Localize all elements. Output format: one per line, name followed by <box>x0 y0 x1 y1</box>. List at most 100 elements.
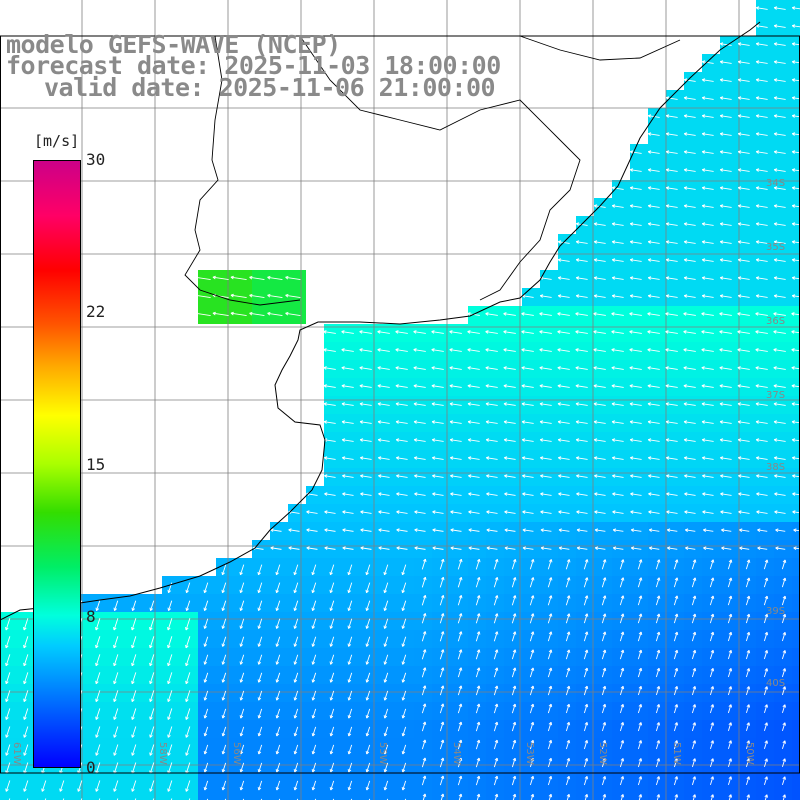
wind-arrow-head <box>602 722 606 725</box>
wind-arrow <box>486 421 498 424</box>
wind-arrow-head <box>647 187 651 190</box>
wind-arrow-head <box>719 223 723 226</box>
wind-arrow <box>612 295 624 298</box>
wind-arrow-head <box>240 697 244 701</box>
wind-arrow <box>684 151 696 154</box>
wind-cell <box>126 792 144 800</box>
wind-arrow <box>240 636 245 647</box>
wind-arrow-head <box>41 789 45 792</box>
wind-arrow <box>511 595 516 606</box>
wind-arrow <box>384 564 389 575</box>
wind-arrow-head <box>540 457 543 460</box>
wind-arrow-head <box>204 608 207 611</box>
wind-arrow <box>792 421 800 424</box>
wind-arrow <box>402 600 407 611</box>
wind-arrow-head <box>485 421 489 424</box>
wind-arrow-head <box>647 115 651 118</box>
wind-arrow <box>673 740 678 750</box>
wind-arrow-head <box>576 529 580 532</box>
wind-arrow-head <box>476 649 480 653</box>
wind-arrow <box>781 722 786 732</box>
wind-arrow-head <box>674 631 678 635</box>
wind-arrow <box>684 475 696 478</box>
wind-arrow <box>557 385 570 388</box>
wind-arrow-head <box>684 493 688 496</box>
wind-arrow <box>565 631 570 642</box>
wind-arrow <box>737 331 750 334</box>
wind-arrow <box>421 739 426 750</box>
wind-cell <box>792 558 800 576</box>
wind-arrow <box>204 690 209 701</box>
wind-arrow-head <box>360 457 363 460</box>
wind-arrow-head <box>548 667 552 671</box>
wind-arrow-head <box>285 294 289 298</box>
wind-arrow <box>222 600 227 611</box>
wind-arrow <box>583 776 588 786</box>
wind-cell <box>792 468 800 486</box>
wind-arrow <box>324 493 336 496</box>
wind-arrow-head <box>602 577 606 581</box>
wind-arrow <box>566 794 570 800</box>
wind-arrow <box>709 758 714 768</box>
wind-arrow <box>782 794 786 800</box>
wind-arrow-head <box>611 439 615 442</box>
wind-arrow-head <box>738 475 742 478</box>
wind-arrow <box>529 667 534 678</box>
wind-cell <box>792 486 800 504</box>
wind-arrow-head <box>494 649 498 653</box>
wind-arrow <box>684 457 696 460</box>
wind-arrow <box>240 654 245 665</box>
wind-arrow-head <box>431 439 435 442</box>
wind-arrow-head <box>575 277 579 280</box>
wind-arrow-head <box>476 667 480 671</box>
wind-arrow <box>612 439 624 442</box>
wind-arrow <box>240 582 245 593</box>
wind-arrow-head <box>773 331 777 334</box>
wind-arrow-head <box>720 475 724 478</box>
wind-arrow <box>475 577 480 588</box>
wind-arrow-head <box>746 686 750 689</box>
wind-arrow-head <box>366 572 369 576</box>
wind-arrow-head <box>113 753 117 756</box>
wind-arrow-head <box>773 133 777 136</box>
wind-arrow-head <box>540 529 544 532</box>
wind-arrow <box>691 686 696 696</box>
lon-label: 54W <box>451 742 462 765</box>
wind-cell <box>792 666 800 684</box>
wind-arrow <box>294 690 299 701</box>
wind-arrow <box>150 600 155 611</box>
wind-arrow-head <box>486 475 490 478</box>
wind-arrow <box>648 511 660 514</box>
wind-arrow <box>5 726 11 738</box>
wind-arrow-head <box>701 259 705 262</box>
wind-arrow <box>737 313 750 316</box>
wind-arrow <box>360 421 372 424</box>
wind-arrow <box>648 187 660 190</box>
wind-arrow-head <box>222 751 226 755</box>
wind-arrow <box>630 295 642 298</box>
wind-arrow-head <box>620 559 624 562</box>
wind-arrow-head <box>348 644 352 647</box>
wind-arrow <box>185 708 191 720</box>
wind-arrow-head <box>222 626 226 629</box>
wind-arrow <box>774 97 786 100</box>
wind-arrow-head <box>612 511 616 514</box>
wind-arrow-head <box>647 367 651 370</box>
wind-arrow-head <box>494 685 498 689</box>
wind-arrow <box>529 740 534 750</box>
wind-arrow-head <box>739 547 743 551</box>
wind-arrow <box>485 403 498 406</box>
wind-arrow-head <box>258 590 261 594</box>
wind-arrow-head <box>95 789 99 792</box>
wind-arrow-head <box>612 493 616 496</box>
wind-arrow <box>222 744 227 755</box>
wind-arrow <box>414 511 426 514</box>
wind-arrow-head <box>683 133 687 136</box>
wind-arrow <box>648 241 660 244</box>
wind-arrow <box>774 25 786 28</box>
wind-arrow-head <box>629 205 633 208</box>
wind-arrow <box>366 600 371 611</box>
wind-arrow <box>619 740 624 750</box>
wind-arrow <box>378 529 390 532</box>
wind-arrow <box>547 577 552 588</box>
